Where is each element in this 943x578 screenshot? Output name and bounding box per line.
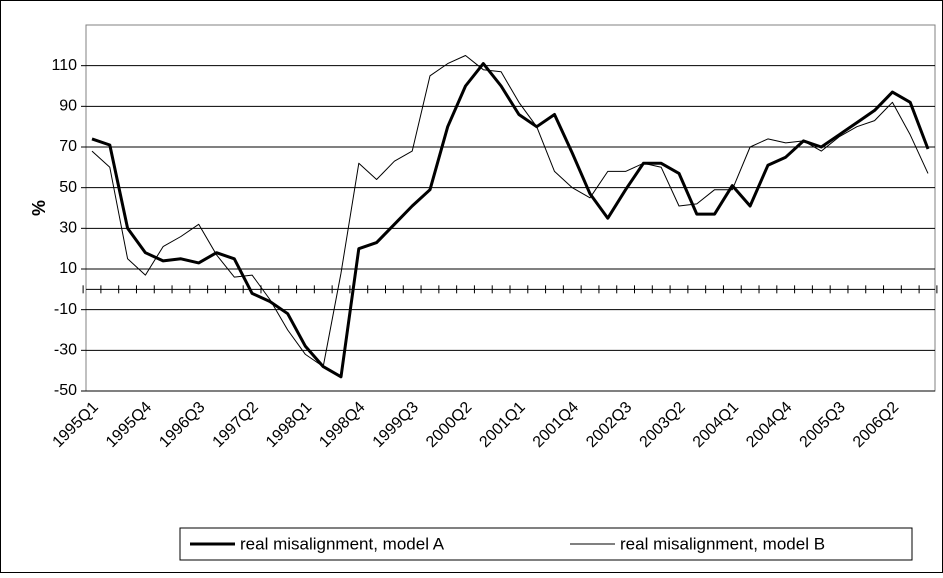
legend-label: real misalignment, model B bbox=[620, 534, 825, 553]
y-tick-label: 70 bbox=[59, 138, 77, 155]
legend-label: real misalignment, model A bbox=[240, 534, 445, 553]
y-tick-label: 50 bbox=[59, 179, 77, 196]
y-tick-label: -50 bbox=[54, 382, 77, 399]
y-tick-label: 90 bbox=[59, 98, 77, 115]
y-axis-label: % bbox=[29, 200, 49, 216]
series-line bbox=[91, 55, 929, 368]
y-tick-label: 30 bbox=[59, 220, 77, 237]
legend bbox=[179, 527, 913, 561]
y-tick-label: -30 bbox=[54, 342, 77, 359]
y-tick-label: 110 bbox=[51, 57, 77, 74]
y-tick-label: -10 bbox=[54, 301, 77, 318]
y-tick-label: 10 bbox=[59, 260, 77, 277]
series-line bbox=[91, 62, 930, 379]
